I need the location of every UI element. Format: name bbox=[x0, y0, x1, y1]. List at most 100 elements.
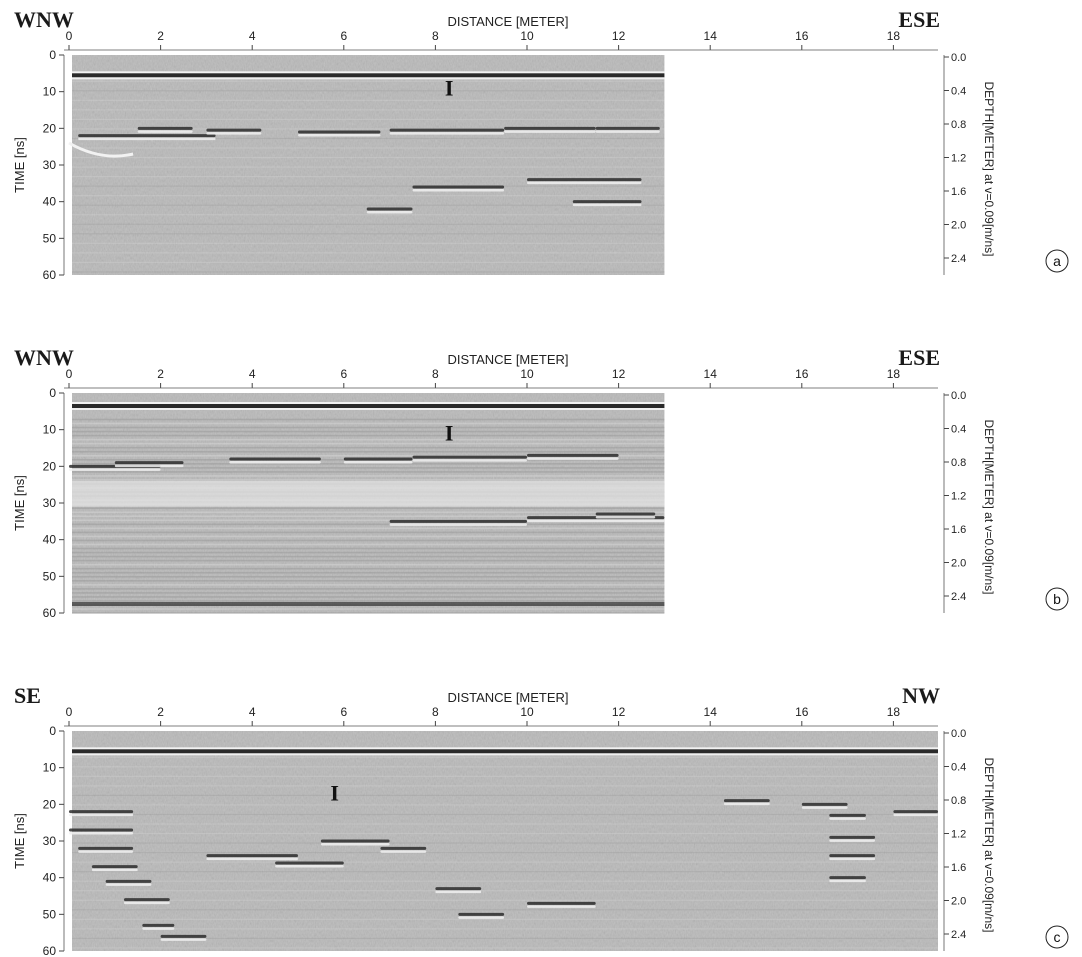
time-tick-label: 60 bbox=[43, 606, 57, 620]
time-tick-label: 0 bbox=[49, 48, 56, 62]
x-tick-label: 14 bbox=[704, 29, 718, 43]
time-tick-label: 10 bbox=[43, 423, 57, 437]
depth-tick-label: 2.0 bbox=[951, 558, 966, 570]
x-tick-label: 2 bbox=[157, 367, 164, 381]
panel-a-marker: I bbox=[445, 75, 454, 100]
x-tick-label: 12 bbox=[612, 367, 626, 381]
time-tick-label: 40 bbox=[43, 871, 57, 885]
depth-tick-label: 1.6 bbox=[951, 524, 966, 536]
depth-tick-label: 2.4 bbox=[951, 591, 966, 603]
depth-tick-label: 0.4 bbox=[951, 86, 966, 98]
depth-tick-label: 1.6 bbox=[951, 862, 966, 874]
time-tick-label: 40 bbox=[43, 533, 57, 547]
panel-b-label-circle bbox=[1045, 587, 1069, 611]
x-tick-label: 16 bbox=[795, 705, 809, 719]
depth-tick-label: 0.4 bbox=[951, 424, 966, 436]
depth-tick-label: 1.6 bbox=[951, 186, 966, 198]
depth-tick-label: 2.0 bbox=[951, 896, 966, 908]
x-tick-label: 18 bbox=[887, 367, 901, 381]
panel-c: SE NW DISTANCE [METER] 0 2 4 6 8 10 12 14 16 18 I 0 10 2… bbox=[12, 683, 1069, 957]
time-axis-title: TIME [ns] bbox=[12, 137, 27, 193]
x-tick-label: 4 bbox=[249, 705, 256, 719]
x-tick-label: 6 bbox=[340, 29, 347, 43]
depth-tick-label: 2.4 bbox=[951, 929, 966, 941]
x-tick-label: 14 bbox=[704, 705, 718, 719]
time-tick-label: 50 bbox=[43, 231, 57, 245]
panel-c-marker: I bbox=[330, 781, 339, 806]
time-tick-label: 20 bbox=[43, 797, 57, 811]
panel-b: WNW ESE DISTANCE [METER] 0 2 4 6 8 10 12 14 16 18 I 0 1… bbox=[12, 345, 1069, 620]
x-tick-label: 16 bbox=[795, 367, 809, 381]
x-tick-label: 0 bbox=[66, 29, 73, 43]
x-tick-label: 10 bbox=[520, 29, 534, 43]
x-tick-label: 4 bbox=[249, 29, 256, 43]
x-tick-label: 0 bbox=[66, 367, 73, 381]
x-tick-label: 12 bbox=[612, 29, 626, 43]
x-tick-label: 2 bbox=[157, 29, 164, 43]
time-tick-label: 30 bbox=[43, 496, 57, 510]
depth-tick-label: 1.2 bbox=[951, 491, 966, 503]
depth-tick-label: 2.4 bbox=[951, 253, 966, 265]
panel-b-marker: I bbox=[445, 421, 454, 446]
time-axis-title: TIME [ns] bbox=[12, 813, 27, 869]
panel-a-label-circle bbox=[1045, 249, 1069, 273]
x-tick-label: 8 bbox=[432, 29, 439, 43]
panel-a-radargram bbox=[68, 55, 665, 275]
distance-axis-title: DISTANCE [METER] bbox=[447, 690, 568, 705]
depth-tick-label: 0.8 bbox=[951, 457, 966, 469]
depth-tick-label: 0.0 bbox=[951, 390, 966, 402]
x-tick-label: 16 bbox=[795, 29, 809, 43]
x-tick-label: 10 bbox=[520, 705, 534, 719]
x-tick-label: 8 bbox=[432, 705, 439, 719]
x-tick-label: 18 bbox=[887, 705, 901, 719]
time-tick-label: 50 bbox=[43, 907, 57, 921]
x-tick-label: 10 bbox=[520, 367, 534, 381]
depth-tick-label: 0.0 bbox=[951, 728, 966, 740]
time-tick-label: 30 bbox=[43, 158, 57, 172]
depth-tick-label: 0.0 bbox=[951, 52, 966, 64]
panel-a-left-direction: WNW bbox=[14, 7, 74, 32]
time-axis-title: TIME [ns] bbox=[12, 475, 27, 531]
distance-axis-title: DISTANCE [METER] bbox=[447, 352, 568, 367]
depth-tick-label: 0.4 bbox=[951, 762, 966, 774]
time-tick-label: 40 bbox=[43, 195, 57, 209]
time-tick-label: 50 bbox=[43, 569, 57, 583]
panel-c-right-direction: NW bbox=[902, 683, 940, 708]
panel-a: WNW ESE DISTANCE [METER] 0 2 4 6 8 10 12 14 16 18 I 0 1… bbox=[12, 7, 1069, 282]
time-tick-label: 0 bbox=[49, 386, 56, 400]
time-tick-label: 60 bbox=[43, 268, 57, 282]
depth-axis-title: DEPTH[METER] at v=0.09[m/ns] bbox=[982, 419, 996, 594]
panel-b-left-direction: WNW bbox=[14, 345, 74, 370]
x-tick-label: 8 bbox=[432, 367, 439, 381]
panel-c-radargram bbox=[69, 731, 938, 951]
panel-c-left-direction: SE bbox=[14, 683, 41, 708]
x-tick-label: 4 bbox=[249, 367, 256, 381]
panel-b-label: b bbox=[1053, 591, 1061, 607]
depth-axis-title: DEPTH[METER] at v=0.09[m/ns] bbox=[982, 81, 996, 256]
time-tick-label: 60 bbox=[43, 944, 57, 957]
panel-c-label-circle bbox=[1045, 925, 1069, 949]
depth-tick-label: 0.8 bbox=[951, 795, 966, 807]
time-tick-label: 20 bbox=[43, 459, 57, 473]
depth-tick-label: 0.8 bbox=[951, 119, 966, 131]
panel-b-right-direction: ESE bbox=[898, 345, 940, 370]
x-tick-label: 0 bbox=[66, 705, 73, 719]
time-tick-label: 10 bbox=[43, 85, 57, 99]
x-tick-label: 6 bbox=[340, 367, 347, 381]
x-tick-label: 14 bbox=[704, 367, 718, 381]
distance-axis-title: DISTANCE [METER] bbox=[447, 14, 568, 29]
panel-b-radargram bbox=[69, 393, 665, 614]
depth-tick-label: 2.0 bbox=[951, 220, 966, 232]
time-tick-label: 30 bbox=[43, 834, 57, 848]
x-tick-label: 6 bbox=[340, 705, 347, 719]
depth-axis-title: DEPTH[METER] at v=0.09[m/ns] bbox=[982, 757, 996, 932]
x-tick-label: 2 bbox=[157, 705, 164, 719]
panel-c-label: c bbox=[1054, 929, 1061, 945]
x-tick-label: 12 bbox=[612, 705, 626, 719]
time-tick-label: 20 bbox=[43, 121, 57, 135]
time-tick-label: 0 bbox=[49, 724, 56, 738]
panel-a-label: a bbox=[1053, 253, 1061, 269]
depth-tick-label: 1.2 bbox=[951, 829, 966, 841]
time-tick-label: 10 bbox=[43, 761, 57, 775]
